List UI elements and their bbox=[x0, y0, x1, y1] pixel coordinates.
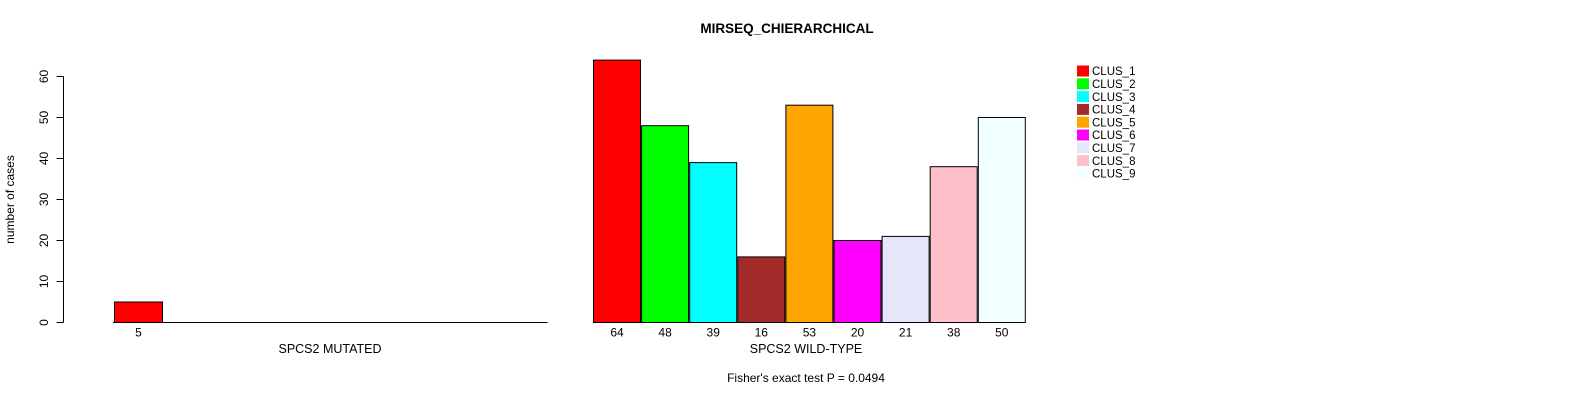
bar-value-label: 20 bbox=[851, 326, 865, 340]
legend-label-CLUS_3: CLUS_3 bbox=[1092, 92, 1135, 104]
bar-CLUS_6 bbox=[833, 240, 882, 323]
bar-value-label: 39 bbox=[707, 326, 721, 340]
bar-value-label: 53 bbox=[803, 326, 817, 340]
y-tick-label: 40 bbox=[37, 152, 51, 166]
bar-CLUS_5 bbox=[785, 104, 834, 323]
legend-label-CLUS_4: CLUS_4 bbox=[1092, 105, 1136, 117]
legend-swatch-CLUS_3 bbox=[1077, 91, 1089, 103]
legend-label-CLUS_6: CLUS_6 bbox=[1092, 130, 1135, 142]
bar-value-label: 16 bbox=[755, 326, 769, 340]
bars-mutated: 5 bbox=[114, 301, 163, 340]
panel-mutated: 5 SPCS2 MUTATED bbox=[113, 301, 548, 356]
bar-value-label: 50 bbox=[995, 326, 1009, 340]
legend-label-CLUS_5: CLUS_5 bbox=[1092, 117, 1135, 129]
legend-label-CLUS_9: CLUS_9 bbox=[1092, 169, 1135, 181]
bar-CLUS_1 bbox=[593, 59, 641, 323]
y-tick-label: 20 bbox=[37, 234, 51, 248]
y-tick-label: 50 bbox=[37, 111, 51, 125]
x-axis-label-wildtype: SPCS2 WILD-TYPE bbox=[750, 342, 863, 356]
bar-CLUS_4 bbox=[737, 256, 786, 323]
legend-label-CLUS_8: CLUS_8 bbox=[1092, 156, 1135, 168]
bar-CLUS_2 bbox=[641, 125, 690, 323]
y-tick-label: 60 bbox=[37, 70, 51, 84]
legend-label-CLUS_1: CLUS_1 bbox=[1092, 66, 1135, 78]
legend-label-CLUS_2: CLUS_2 bbox=[1092, 79, 1135, 91]
legend-swatch-CLUS_8 bbox=[1077, 155, 1089, 167]
legend-swatch-CLUS_7 bbox=[1077, 142, 1089, 154]
y-axis: 0 10 20 30 40 50 60 number of cases bbox=[3, 70, 64, 326]
bar-value-label: 64 bbox=[610, 326, 624, 340]
bar-CLUS_7 bbox=[881, 235, 930, 323]
bar-CLUS_3 bbox=[689, 162, 738, 323]
bar-CLUS_9 bbox=[977, 117, 1026, 323]
bar-value-label: 38 bbox=[947, 326, 961, 340]
legend-swatch-CLUS_1 bbox=[1077, 65, 1089, 77]
legend-swatch-CLUS_9 bbox=[1077, 167, 1089, 179]
chart-title: MIRSEQ_CHIERARCHICAL bbox=[700, 21, 873, 36]
legend-swatch-CLUS_6 bbox=[1077, 129, 1089, 141]
y-axis-ticks: 0 10 20 30 40 50 60 bbox=[37, 70, 64, 326]
bar-value-label: 48 bbox=[658, 326, 672, 340]
legend-swatch-CLUS_4 bbox=[1077, 103, 1089, 115]
bar-CLUS_8 bbox=[929, 166, 978, 323]
bar-CLUS_1 bbox=[114, 301, 163, 323]
legend: CLUS_1CLUS_2CLUS_3CLUS_4CLUS_5CLUS_6CLUS… bbox=[1077, 65, 1136, 181]
y-axis-label: number of cases bbox=[3, 155, 17, 244]
fisher-test-annotation: Fisher's exact test P = 0.0494 bbox=[727, 371, 885, 385]
bar-value-label: 5 bbox=[135, 326, 142, 340]
panel-wildtype: 64 48 39 16 53 20 21 38 50 SPCS2 WILD-TYPE bbox=[593, 59, 1026, 356]
y-tick-label: 0 bbox=[37, 319, 51, 326]
legend-swatch-CLUS_5 bbox=[1077, 116, 1089, 128]
bars-wildtype: 64 48 39 16 53 20 21 38 50 bbox=[593, 59, 1026, 340]
y-tick-label: 10 bbox=[37, 275, 51, 289]
legend-label-CLUS_7: CLUS_7 bbox=[1092, 143, 1135, 155]
y-tick-label: 30 bbox=[37, 193, 51, 207]
legend-swatch-CLUS_2 bbox=[1077, 78, 1089, 90]
bar-value-label: 21 bbox=[899, 326, 913, 340]
x-axis-label-mutated: SPCS2 MUTATED bbox=[278, 342, 381, 356]
